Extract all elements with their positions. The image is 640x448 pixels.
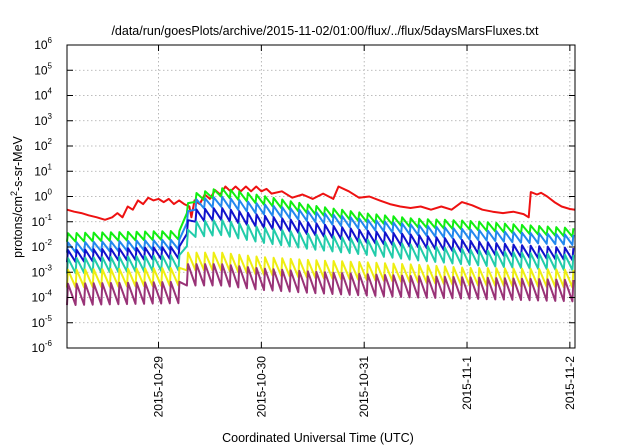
series-line-4 (66, 207, 575, 263)
y-tick-label-exp: -2 (45, 238, 53, 247)
y-tick-label-exp: 5 (48, 61, 53, 70)
y-tick-label: 10-1 (32, 213, 53, 229)
y-tick-label-exp: 0 (48, 188, 53, 197)
y-tick-label-base: 10 (32, 265, 46, 279)
y-tick-label-base: 10 (34, 164, 48, 178)
y-tick-label: 101 (34, 162, 52, 178)
chart-title: /data/run/goesPlots/archive/2015-11-02/0… (111, 24, 539, 38)
y-tick-label-exp: 6 (48, 36, 53, 45)
y-tick-label-exp: 2 (48, 137, 53, 146)
series-line-7 (66, 263, 575, 306)
y-tick-label-base: 10 (34, 63, 48, 77)
x-tick-label: 2015-10-30 (254, 356, 268, 418)
y-axis-label-sup: 2 (9, 191, 19, 196)
y-tick-label-exp: -4 (45, 289, 53, 298)
y-tick-label-base: 10 (34, 114, 48, 128)
x-tick-labels: 2015-10-29 2015-10-30 2015-10-31 2015-11-1 2… (152, 356, 577, 418)
y-tick-label-exp: -6 (45, 339, 53, 348)
series-line-1 (66, 185, 576, 221)
y-tick-label-base: 10 (32, 316, 46, 330)
y-tick-label: 10-2 (32, 238, 53, 254)
y-tick-label-base: 10 (34, 139, 48, 153)
y-tick-label: 103 (34, 112, 52, 128)
series-line-6 (66, 251, 575, 289)
axis-ticks (67, 44, 575, 349)
y-tick-label-base: 10 (34, 89, 48, 103)
y-axis-label: protons/cm2-s-sr-MeV (9, 135, 25, 257)
series-line-3 (66, 195, 575, 254)
x-axis-label: Coordinated Universal Time (UTC) (222, 431, 414, 445)
x-tick-label: 2015-10-29 (152, 356, 166, 418)
y-tick-label: 10-3 (32, 263, 53, 279)
y-tick-label-base: 10 (32, 240, 46, 254)
y-tick-label: 10-4 (32, 289, 53, 305)
y-tick-label-base: 10 (32, 341, 46, 355)
y-tick-labels: 10-610-510-410-310-210-11001011021031041… (32, 36, 53, 355)
y-tick-label: 10-6 (32, 339, 53, 355)
y-tick-label-exp: -1 (45, 213, 53, 222)
y-tick-label-exp: 4 (48, 87, 53, 96)
x-tick-label: 2015-11-1 (460, 356, 474, 410)
y-axis-label-pre: protons/cm (11, 196, 25, 258)
x-tick-label: 2015-11-2 (563, 356, 577, 410)
y-tick-label-base: 10 (34, 190, 48, 204)
y-tick-label-exp: -3 (45, 263, 53, 272)
y-tick-label: 102 (34, 137, 52, 153)
series-group (66, 185, 576, 306)
y-tick-label-base: 10 (32, 215, 46, 229)
y-tick-label-base: 10 (34, 38, 48, 52)
series-line-5 (66, 219, 575, 275)
y-tick-label: 104 (34, 87, 52, 103)
y-tick-label-exp: 3 (48, 112, 53, 121)
y-tick-label-base: 10 (32, 291, 46, 305)
series-line-2 (66, 187, 575, 243)
y-tick-label: 10-5 (32, 314, 53, 330)
x-tick-label: 2015-10-31 (357, 356, 371, 418)
y-tick-label: 105 (34, 61, 52, 77)
y-tick-label-exp: 1 (48, 162, 53, 171)
y-tick-label-exp: -5 (45, 314, 53, 323)
y-tick-label: 100 (34, 188, 52, 204)
y-tick-label: 106 (34, 36, 52, 52)
y-axis-label-post: -s-sr-MeV (11, 135, 25, 191)
